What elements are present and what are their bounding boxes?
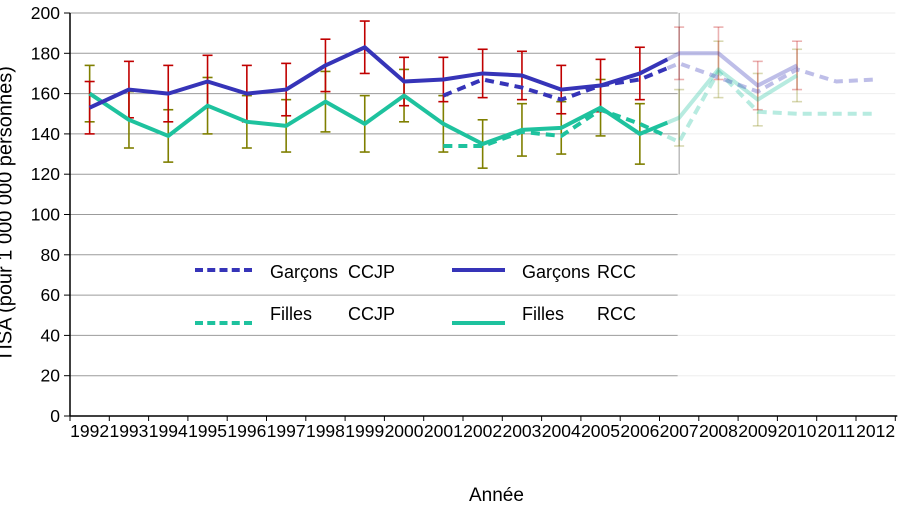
legend-label: Filles [270,304,313,324]
y-tick-label: 120 [31,164,60,184]
legend-swatch-garcons-rcc [452,268,505,272]
y-tick-label: 180 [31,43,60,63]
y-tick-label: 100 [31,205,60,225]
legend-swatch-filles-ccjp [195,321,252,325]
x-axis-title: Année [469,485,524,506]
y-tick-label: 160 [31,84,60,104]
x-tick-label: 2009 [738,421,777,441]
series-line-filles-ccjp [443,107,669,148]
series-line-filles-ccjp-faded [666,69,876,144]
x-tick-label: 2003 [502,421,541,441]
legend-label-code: CCJP [348,304,396,324]
series-line-gar-ons-ccjp [442,66,669,102]
series-line-gar-ons-ccjp-faded [666,61,876,94]
y-tick-label: 20 [41,366,61,386]
legend-label: Garçons [270,262,339,282]
series-line-filles-rcc [88,91,669,146]
legend-label: Filles [522,304,565,324]
y-tick-label: 200 [31,3,60,23]
x-tick-label: 2011 [818,421,856,441]
x-tick-label: 2010 [778,421,817,441]
legend-swatch-filles-rcc [452,321,505,325]
x-tick-label: 1993 [109,421,148,441]
legend-label-code: CCJP [348,262,396,282]
x-tick-label: 2012 [856,421,895,441]
x-tick-label: 2002 [463,421,502,441]
legend-label-code: RCC [597,304,636,324]
x-tick-label: 1992 [70,421,109,441]
legend-label-code: RCC [597,262,636,282]
series-line-gar-ons-rcc [88,45,669,110]
y-tick-label: 40 [41,325,61,345]
x-tick-label: 1994 [149,421,188,441]
legend-label: Garçons [522,262,591,282]
y-tick-label: 140 [31,124,60,144]
x-tick-label: 2008 [699,421,738,441]
x-tick-label: 1996 [227,421,266,441]
x-tick-label: 1998 [306,421,345,441]
series-line-gar-ons-rcc-faded [666,51,798,88]
y-tick-label: 80 [41,245,61,265]
x-tick-label: 2001 [424,421,463,441]
x-tick-label: 2000 [385,421,424,441]
x-tick-label: 2005 [581,421,620,441]
x-tick-label: 1997 [267,421,306,441]
series-line-filles-rcc-faded [666,67,799,125]
x-tick-label: 2006 [620,421,659,441]
legend-swatch-garcons-ccjp [195,268,252,272]
x-tick-label: 1995 [188,421,227,441]
y-tick-label: 60 [41,285,61,305]
x-tick-label: 1999 [345,421,384,441]
x-tick-label: 2007 [660,421,699,441]
x-tick-label: 2004 [542,421,581,441]
y-tick-label: 0 [50,406,60,426]
